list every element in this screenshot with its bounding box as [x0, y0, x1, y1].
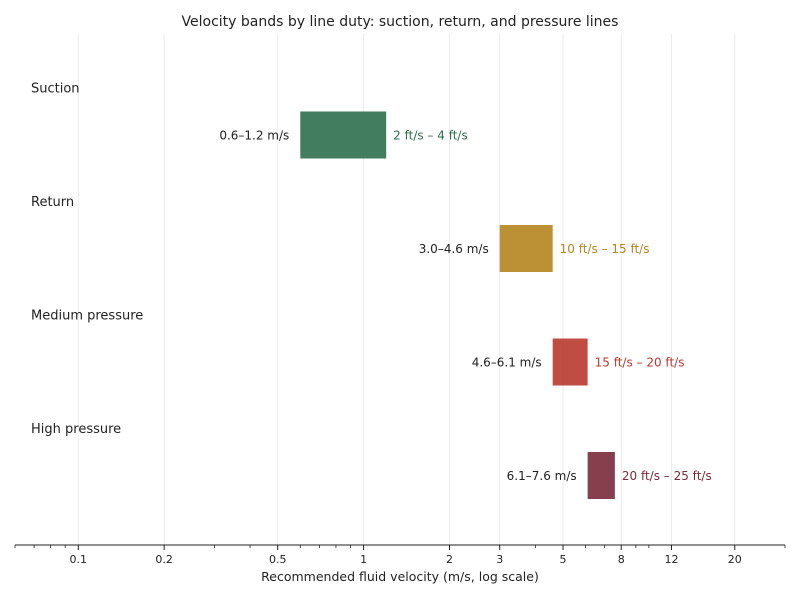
x-tick-label-0: 0.1: [70, 553, 88, 566]
range-bar-3: [587, 452, 615, 499]
category-label-3: High pressure: [31, 422, 121, 437]
range-label-imperial-0: 2 ft/s – 4 ft/s: [393, 129, 468, 143]
range-label-metric-1: 3.0–4.6 m/s: [419, 242, 489, 256]
range-label-imperial-2: 15 ft/s – 20 ft/s: [595, 356, 685, 370]
range-bar-2: [552, 338, 588, 386]
chart-title: Velocity bands by line duty: suction, re…: [182, 14, 619, 30]
range-label-imperial-1: 10 ft/s – 15 ft/s: [560, 242, 650, 256]
x-tick-label-4: 2: [446, 553, 453, 566]
range-label-metric-3: 6.1–7.6 m/s: [507, 469, 577, 483]
x-axis: 0.1 0.2 0.5 1 2 3 5 8 12 20: [14, 545, 786, 566]
x-tick-label-1: 0.2: [155, 553, 173, 566]
x-tick-label-9: 20: [728, 553, 742, 566]
category-label-1: Return: [31, 195, 74, 210]
range-bar-0: [300, 111, 387, 159]
x-tick-label-5: 3: [496, 553, 503, 566]
range-label-imperial-3: 20 ft/s – 25 ft/s: [622, 469, 712, 483]
range-bar-1: [499, 225, 553, 272]
x-axis-label: Recommended fluid velocity (m/s, log sca…: [261, 569, 539, 584]
range-label-metric-0: 0.6–1.2 m/s: [219, 129, 289, 143]
category-label-0: Suction: [31, 82, 80, 97]
x-tick-label-3: 1: [360, 553, 367, 566]
x-tick-label-7: 8: [618, 553, 625, 566]
bars-layer: Suction 0.6–1.2 m/s 2 ft/s – 4 ft/s Return 3…: [31, 82, 712, 499]
x-tick-label-2: 0.5: [269, 553, 287, 566]
category-label-2: Medium pressure: [31, 309, 143, 324]
x-tick-label-6: 5: [559, 553, 566, 566]
range-label-metric-2: 4.6–6.1 m/s: [472, 356, 542, 370]
x-tick-label-8: 12: [664, 553, 678, 566]
